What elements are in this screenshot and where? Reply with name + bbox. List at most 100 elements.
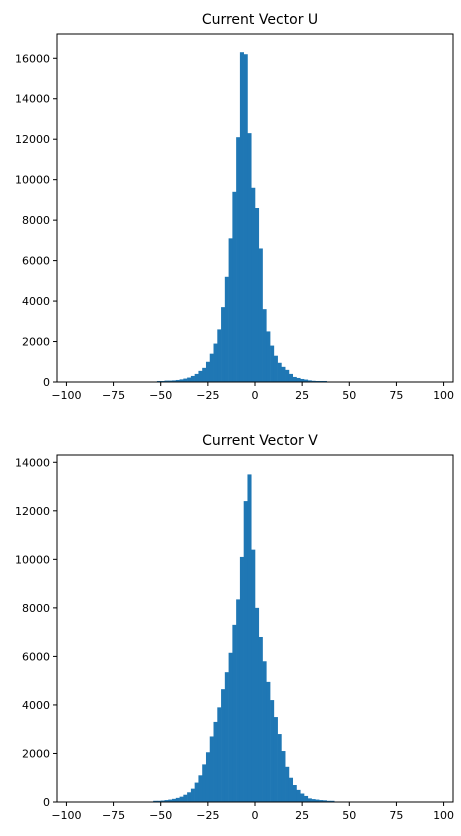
histogram-bar [285, 766, 290, 802]
histogram-bar [198, 775, 203, 802]
histogram-bar [232, 191, 237, 382]
histogram-bar [307, 380, 312, 382]
histogram-bar [296, 377, 301, 382]
histogram-bar [198, 370, 203, 382]
histogram-bar [239, 52, 244, 383]
x-tick-label: 0 [252, 809, 259, 822]
histogram-bar [288, 777, 294, 802]
histogram-bar [156, 380, 162, 382]
histogram-bar [221, 307, 226, 382]
histogram-bar [300, 378, 305, 382]
histogram-bar [164, 380, 169, 382]
histogram-bar [194, 782, 199, 802]
histogram-bar [304, 379, 309, 382]
histogram-bar [179, 796, 184, 802]
y-tick-label: 12000 [15, 133, 50, 146]
histogram-bar [243, 54, 248, 382]
x-tick-label: −25 [196, 389, 219, 402]
histogram-bar [247, 474, 252, 802]
x-axis-ticks: −100 −75 −50 −25 0 25 50 75 100 [51, 802, 454, 822]
y-tick-label: 0 [43, 796, 50, 809]
y-tick-label: 2000 [22, 336, 50, 349]
histogram-bar [315, 380, 320, 382]
histogram-bar [322, 380, 327, 382]
x-tick-label: 50 [342, 809, 356, 822]
axes-frame [56, 454, 454, 803]
histogram-bar [179, 379, 184, 382]
x-tick-label: −100 [51, 389, 81, 402]
y-tick-label: 6000 [22, 255, 50, 268]
histogram-bar [277, 734, 282, 802]
histogram-bar [221, 689, 226, 802]
histogram-bar [183, 378, 188, 382]
histogram-bar [251, 549, 256, 802]
y-tick-label: 4000 [22, 295, 50, 308]
histogram-bar [262, 661, 267, 802]
x-tick-label: −100 [51, 809, 81, 822]
histogram-bar [311, 799, 316, 802]
histogram-bar [168, 799, 173, 802]
y-tick-label: 4000 [22, 699, 50, 712]
x-tick-label: 25 [295, 389, 309, 402]
histogram-bar [156, 800, 162, 802]
histogram-bar [160, 800, 165, 802]
histogram-bar [270, 345, 275, 382]
histogram-bar [187, 377, 192, 382]
histogram-bar [164, 800, 169, 802]
histogram-panel-u: Current Vector U −100 −75 −50 −25 0 25 50 75 100… [15, 12, 454, 402]
histogram-bar [209, 353, 214, 382]
chart-title: Current Vector U [202, 12, 318, 28]
histogram-bar [217, 707, 222, 802]
x-tick-label: −75 [102, 809, 125, 822]
x-tick-label: −25 [196, 809, 219, 822]
y-tick-label: 8000 [22, 602, 50, 615]
histogram-bar [262, 309, 267, 382]
histogram-bar [228, 652, 233, 802]
histogram-bar [315, 799, 320, 802]
histogram-bar [251, 187, 256, 382]
histogram-bar [213, 343, 218, 382]
histogram-bar [239, 556, 244, 802]
histogram-bar [330, 800, 335, 802]
histogram-bar [319, 800, 324, 802]
histogram-bar [202, 764, 207, 802]
y-axis-ticks: 0 2000 4000 6000 8000 10000 12000 14000 [15, 456, 57, 809]
y-axis-ticks: 0 2000 4000 6000 8000 10000 12000 14000 16000 [15, 52, 57, 389]
histogram-bar [288, 373, 294, 382]
histogram-bar [232, 624, 237, 802]
histogram-bar [307, 798, 312, 802]
bars [156, 52, 327, 383]
histogram-bar [224, 672, 229, 802]
histogram-bar [258, 636, 263, 802]
histogram-bar [322, 800, 327, 802]
histogram-bar [172, 798, 177, 802]
histogram-bar [190, 375, 195, 382]
histogram-bar [270, 700, 275, 802]
y-tick-label: 10000 [15, 553, 50, 566]
histogram-bar [168, 380, 173, 382]
histogram-bar [292, 785, 297, 802]
y-tick-label: 6000 [22, 650, 50, 663]
histogram-bar [190, 788, 195, 802]
y-tick-label: 16000 [15, 52, 50, 65]
histogram-bar [304, 795, 309, 802]
histogram-panel-v: Current Vector V −100 −75 −50 −25 0 25 50 75 100… [15, 433, 454, 822]
y-tick-label: 2000 [22, 747, 50, 760]
histogram-bar [255, 208, 260, 382]
histogram-bar [160, 380, 165, 382]
histogram-bar [228, 238, 233, 382]
y-tick-label: 8000 [22, 214, 50, 227]
histogram-bar [273, 355, 278, 382]
x-tick-label: 100 [433, 809, 454, 822]
histogram-bar [281, 751, 286, 802]
histogram-bar [311, 380, 316, 382]
histogram-bar [236, 599, 241, 802]
histogram-bar [187, 792, 192, 802]
histogram-bar [300, 793, 305, 802]
histogram-bar [273, 717, 278, 802]
y-tick-label: 12000 [15, 505, 50, 518]
bars [153, 474, 335, 802]
histogram-bar [247, 133, 252, 382]
histogram-bar [266, 331, 271, 382]
